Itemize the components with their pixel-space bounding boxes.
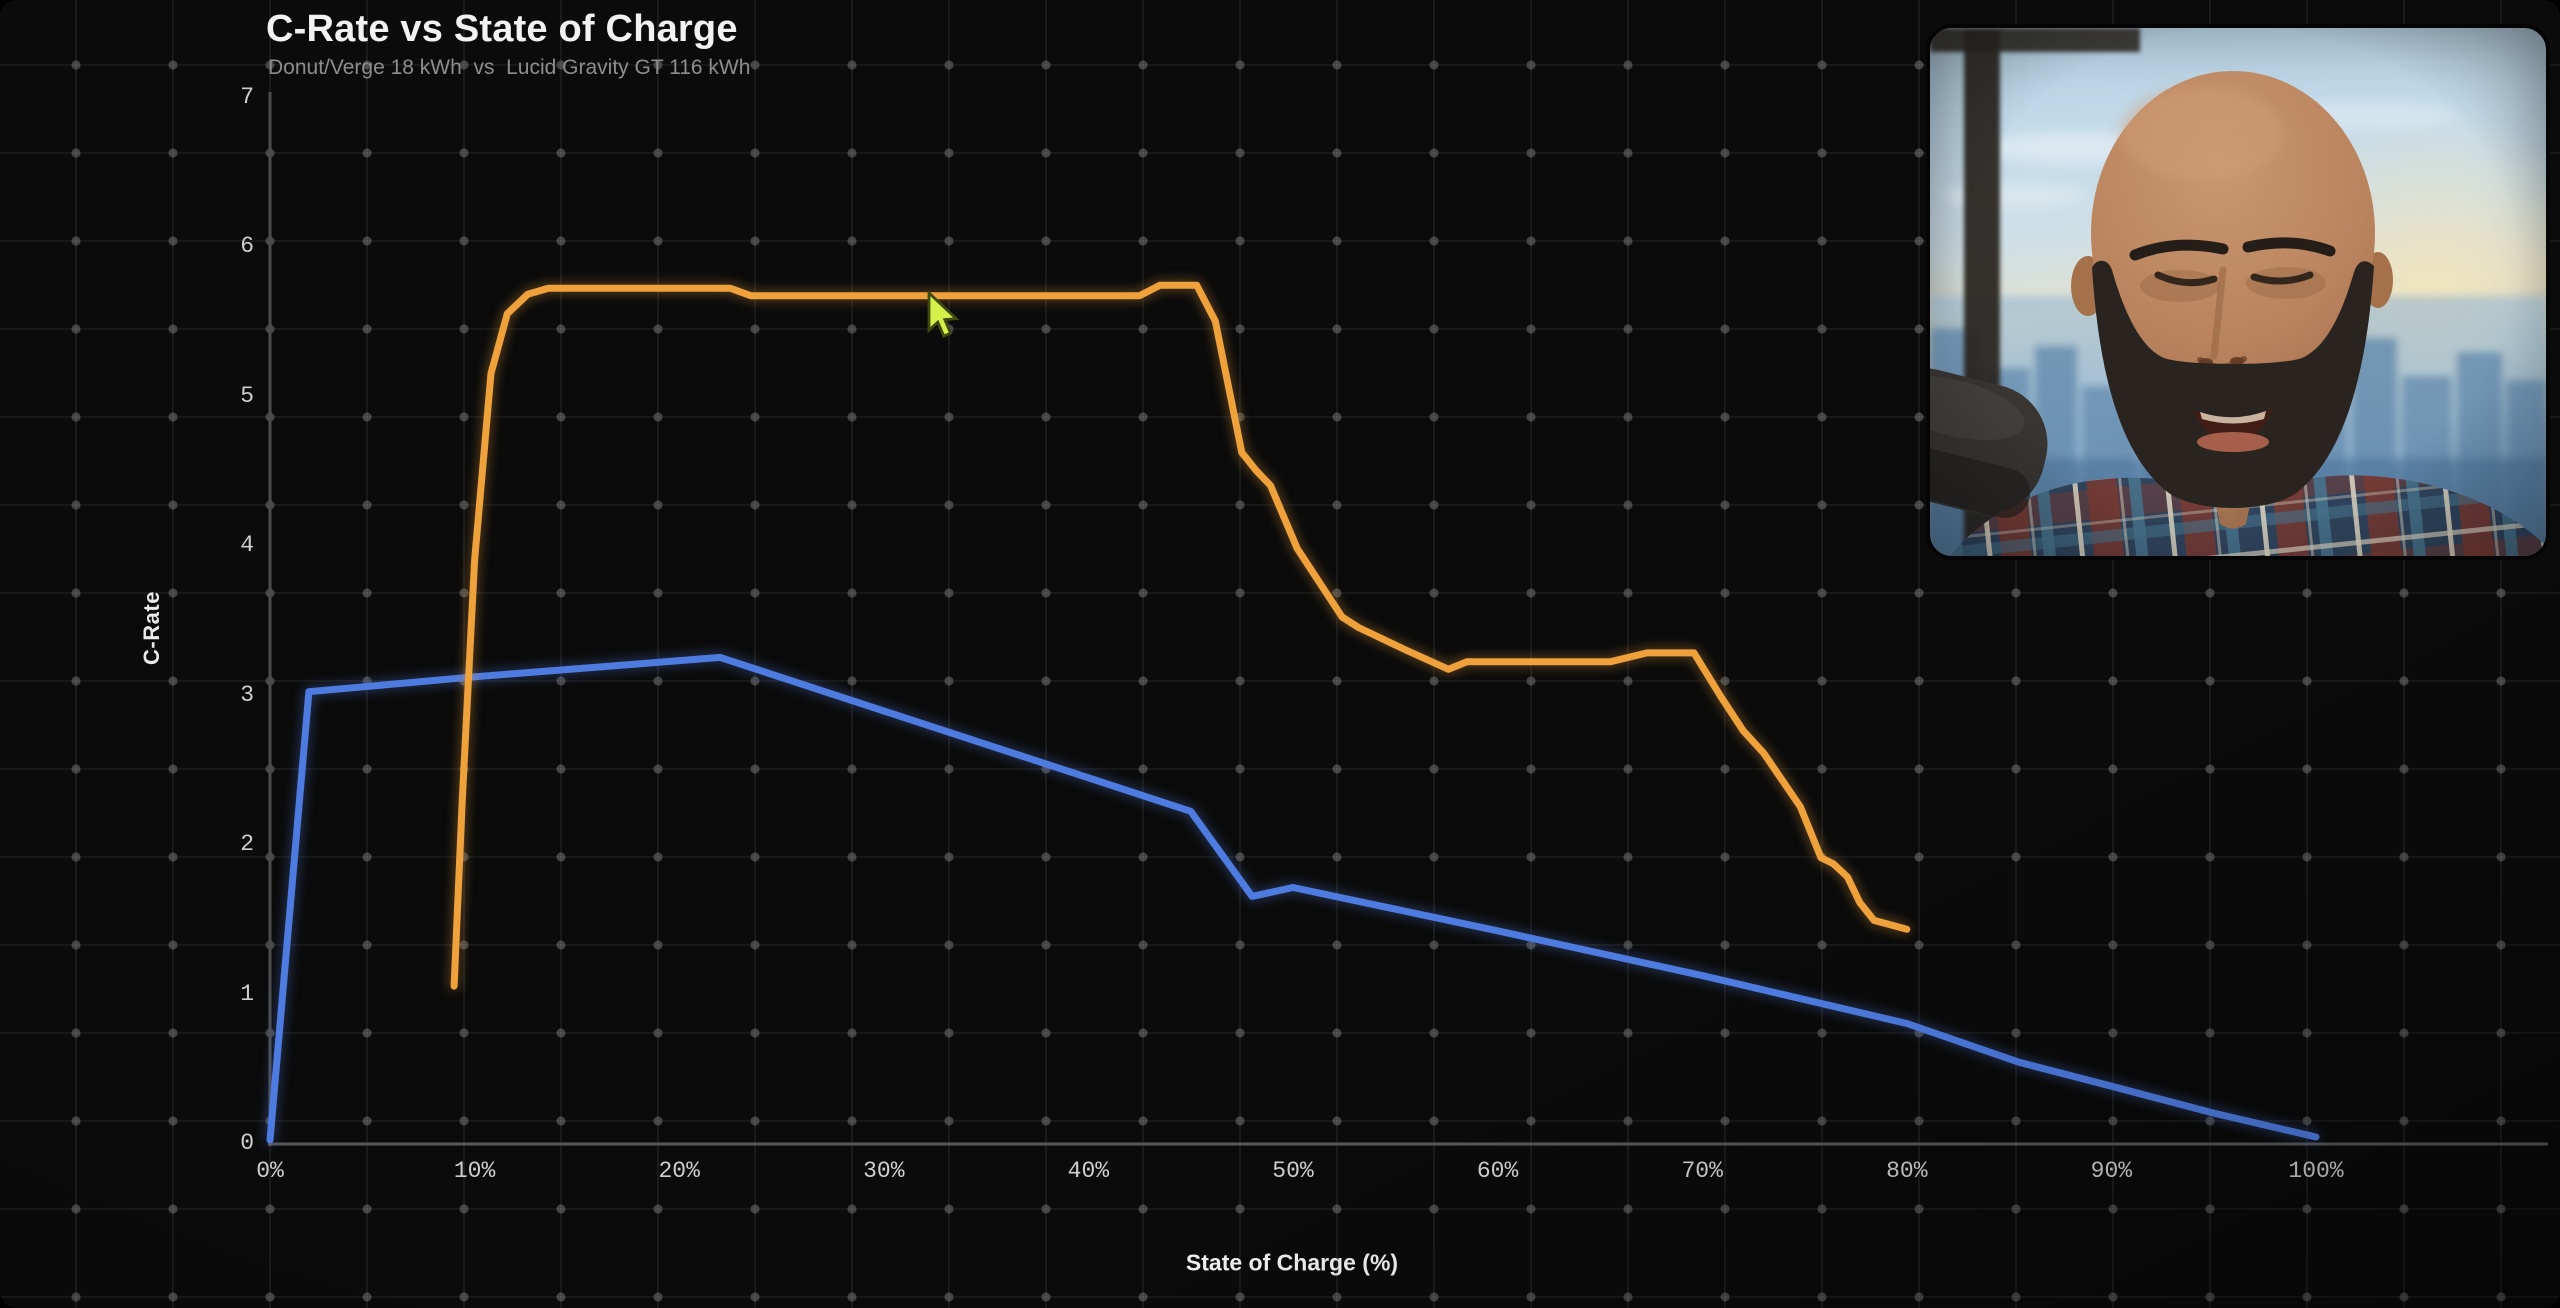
x-tick-label: 50%: [1272, 1158, 1314, 1184]
y-tick-label: 1: [240, 980, 254, 1007]
x-tick-label: 40%: [1067, 1158, 1110, 1184]
chart-title: C-Rate vs State of Charge: [266, 8, 738, 50]
x-tick-label: 0%: [256, 1158, 284, 1184]
x-tick-label: 90%: [2090, 1158, 2133, 1184]
x-tick-label: 20%: [658, 1158, 700, 1184]
x-tick-label: 70%: [1681, 1158, 1723, 1184]
x-tick-label: 10%: [453, 1158, 496, 1184]
x-tick-label: 100%: [2288, 1158, 2344, 1184]
x-tick-label: 30%: [863, 1158, 905, 1184]
x-axis-title: State of Charge (%): [1185, 1249, 1399, 1276]
x-tick-label: 60%: [1476, 1158, 1519, 1184]
webcam-overlay: [1926, 24, 2550, 560]
series-line-lucid-gravity: [266, 653, 2320, 1144]
y-tick-label: 7: [240, 84, 254, 110]
y-tick-label: 3: [240, 681, 254, 708]
series-line-donut-verge: [450, 281, 1911, 990]
presenter-scene: [1930, 28, 2546, 556]
y-tick-label: 5: [240, 382, 254, 409]
y-tick-label: 4: [240, 532, 254, 559]
y-tick-label: 6: [240, 233, 254, 260]
chart-subtitle: Donut/Verge 18 kWh vs Lucid Gravity GT 1…: [268, 56, 751, 79]
x-tick-label: 80%: [1886, 1158, 1928, 1184]
y-tick-label: 2: [240, 831, 254, 858]
webcam-vignette: [1930, 28, 2546, 556]
y-tick-label: 0: [240, 1130, 254, 1156]
